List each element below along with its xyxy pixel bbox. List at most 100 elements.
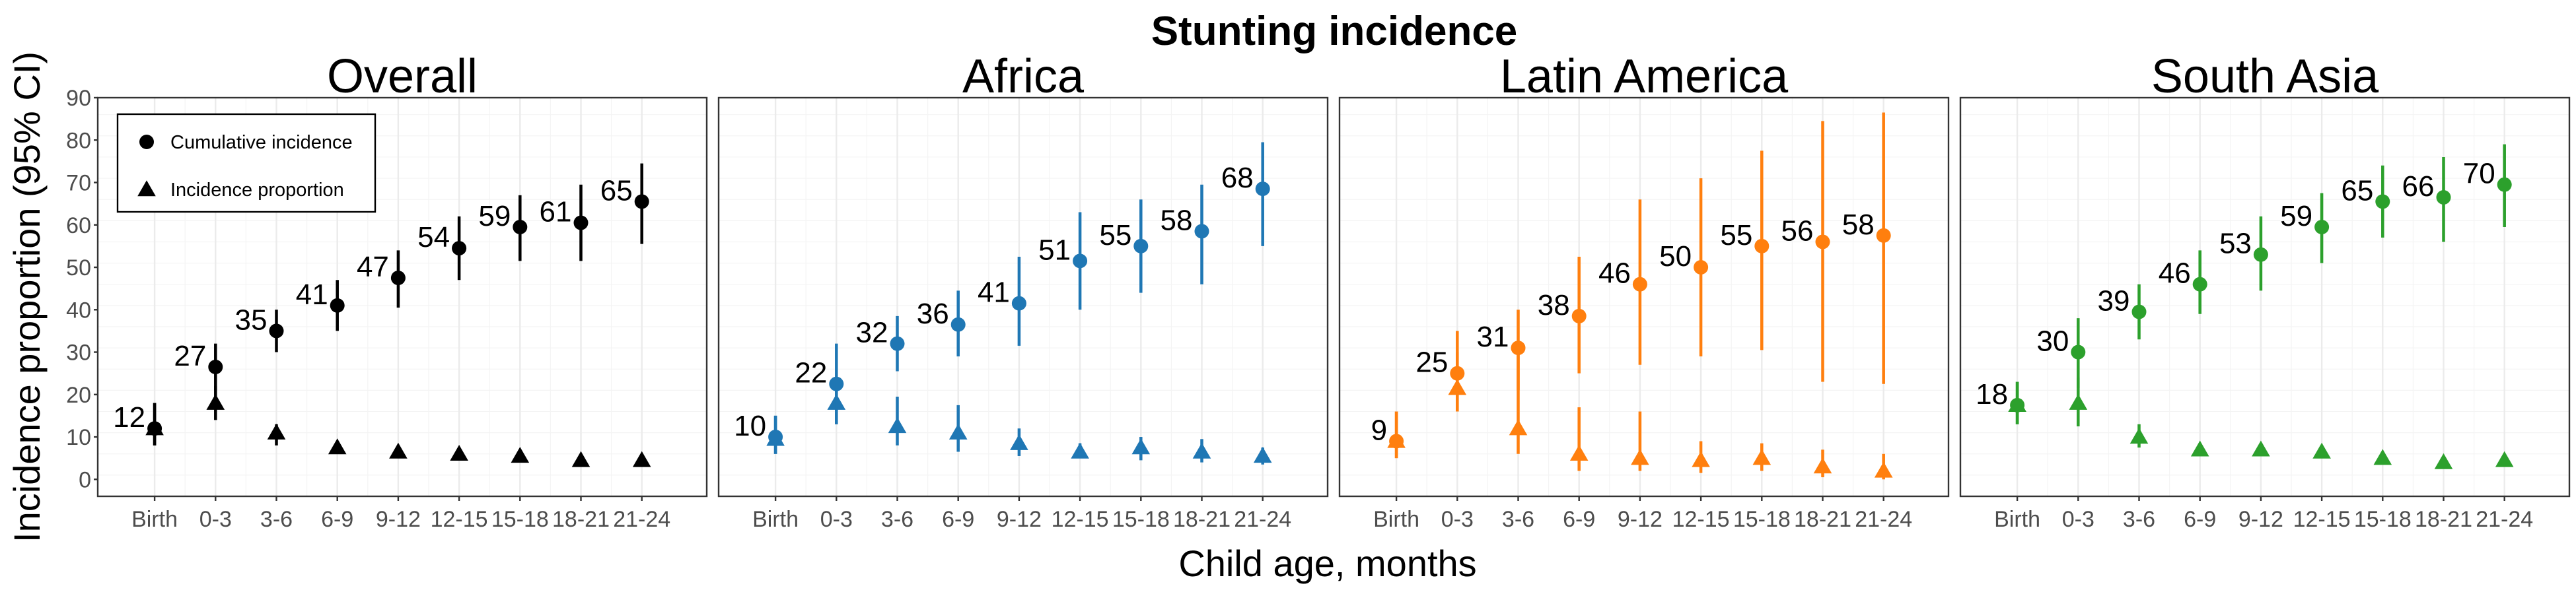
x-tick-label: Birth	[1994, 507, 2040, 532]
cumulative-incidence-label: 12	[113, 401, 145, 434]
cumulative-incidence-label: 61	[540, 196, 572, 228]
x-tick-label: 9-12	[2238, 507, 2283, 532]
cumulative-incidence-point	[890, 336, 905, 351]
incidence-proportion-point	[2069, 393, 2088, 410]
x-tick-label: 6-9	[321, 507, 353, 532]
incidence-proportion-point	[1631, 449, 1649, 465]
y-tick-label: 80	[66, 128, 91, 153]
cumulative-incidence-label: 18	[1976, 378, 2008, 411]
panel-background	[1340, 98, 1949, 496]
cumulative-incidence-label: 27	[174, 340, 206, 372]
chart-title: Stunting incidence	[1151, 9, 1518, 54]
panel-background	[1960, 98, 2569, 496]
cumulative-incidence-point	[269, 323, 284, 339]
incidence-proportion-point	[948, 423, 968, 440]
x-tick-label: Birth	[752, 507, 799, 532]
cumulative-incidence-label: 39	[2098, 284, 2130, 317]
cumulative-incidence-label: 55	[1099, 219, 1131, 251]
y-tick-label: 90	[66, 86, 91, 111]
incidence-proportion-point	[389, 442, 408, 459]
incidence-proportion-point	[1253, 447, 1272, 463]
legend-circle-marker	[139, 135, 154, 149]
cumulative-incidence-label: 53	[2219, 228, 2252, 260]
incidence-proportion-point	[888, 417, 907, 434]
x-tick-label: 9-12	[1618, 507, 1663, 532]
cumulative-incidence-label: 47	[357, 251, 389, 283]
x-tick-label: 3-6	[1502, 507, 1534, 532]
x-tick-label: 6-9	[1563, 507, 1595, 532]
cumulative-incidence-point	[2314, 219, 2330, 234]
legend-label: Incidence proportion	[170, 180, 344, 201]
legend-box	[116, 113, 376, 213]
y-axis-label: Incidence proportion (95% CI)	[6, 51, 48, 543]
incidence-proportion-point	[1010, 434, 1028, 450]
cumulative-incidence-label: 66	[2402, 170, 2435, 203]
cumulative-incidence-point	[1511, 341, 1526, 356]
cumulative-incidence-label: 31	[1477, 321, 1509, 353]
x-tick-label: 18-21	[552, 507, 610, 532]
x-tick-label: 6-9	[942, 507, 974, 532]
panel-latin-america: Latin America Birth 0-3 3-6 6-9 9-12 12-15 15-1…	[1338, 50, 1950, 532]
cumulative-incidence-point	[2192, 277, 2207, 292]
cumulative-incidence-point	[2436, 190, 2451, 205]
x-tick-label: 21-24	[613, 507, 670, 532]
cumulative-incidence-label: 30	[2036, 325, 2069, 358]
cumulative-incidence-point	[1194, 224, 1209, 239]
cumulative-incidence-point	[634, 194, 649, 209]
incidence-proportion-point	[2495, 451, 2514, 467]
cumulative-incidence-point	[1389, 434, 1404, 449]
cumulative-incidence-label: 54	[417, 221, 450, 253]
incidence-proportion-point	[2252, 440, 2270, 457]
incidence-proportion-point	[206, 393, 225, 410]
cumulative-incidence-point	[1694, 260, 1709, 275]
incidence-proportion-point	[2312, 442, 2331, 459]
cumulative-incidence-point	[1255, 182, 1270, 197]
y-tick-label: 70	[66, 171, 91, 196]
panel-frame	[96, 96, 708, 498]
cumulative-incidence-label: 65	[2341, 174, 2373, 207]
incidence-proportion-point	[1692, 451, 1710, 467]
cumulative-incidence-point	[208, 360, 223, 375]
y-tick-label: 30	[66, 341, 91, 366]
cumulative-incidence-label: 65	[600, 174, 633, 207]
incidence-proportion-point	[1509, 419, 1528, 436]
cumulative-incidence-label: 10	[734, 410, 766, 442]
panel-title: Latin America	[1500, 50, 1789, 103]
cumulative-incidence-point	[1571, 308, 1587, 323]
x-tick-label: 18-21	[1794, 507, 1851, 532]
cumulative-incidence-point	[1632, 277, 1647, 292]
cumulative-incidence-label: 41	[296, 279, 328, 311]
cumulative-incidence-point	[1754, 238, 1770, 253]
x-tick-label: 3-6	[260, 507, 293, 532]
legend: Cumulative incidence Incidence proportion	[116, 113, 376, 213]
incidence-proportion-point	[1071, 442, 1089, 459]
panel-background	[719, 98, 1328, 496]
incidence-proportion-point	[632, 451, 651, 467]
incidence-proportion-point	[450, 444, 468, 461]
x-tick-label: Birth	[1373, 507, 1419, 532]
cumulative-incidence-label: 51	[1038, 234, 1071, 266]
x-tick-label: 18-21	[1173, 507, 1231, 532]
legend-label: Cumulative incidence	[170, 132, 353, 153]
y-tick-label: 50	[66, 255, 91, 280]
x-tick-label: 21-24	[1234, 507, 1291, 532]
cumulative-incidence-point	[829, 376, 844, 391]
cumulative-incidence-label: 25	[1415, 346, 1448, 379]
x-tick-label: 0-3	[2062, 507, 2094, 532]
panel-frame	[1338, 96, 1950, 498]
cumulative-incidence-point	[513, 219, 528, 234]
cumulative-incidence-point	[1815, 234, 1830, 249]
x-tick-label: 0-3	[199, 507, 232, 532]
cumulative-incidence-label: 46	[1598, 257, 1631, 290]
cumulative-incidence-label: 32	[856, 317, 888, 349]
incidence-proportion-point	[328, 438, 347, 455]
x-tick-label: 12-15	[2293, 507, 2351, 532]
cumulative-incidence-point	[2375, 194, 2390, 209]
cumulative-incidence-label: 9	[1371, 414, 1387, 446]
y-tick-label: 60	[66, 213, 91, 238]
incidence-proportion-point	[1874, 461, 1893, 478]
cumulative-incidence-label: 36	[917, 298, 949, 330]
cumulative-incidence-point	[1133, 238, 1149, 253]
incidence-proportion-point	[2373, 449, 2392, 465]
